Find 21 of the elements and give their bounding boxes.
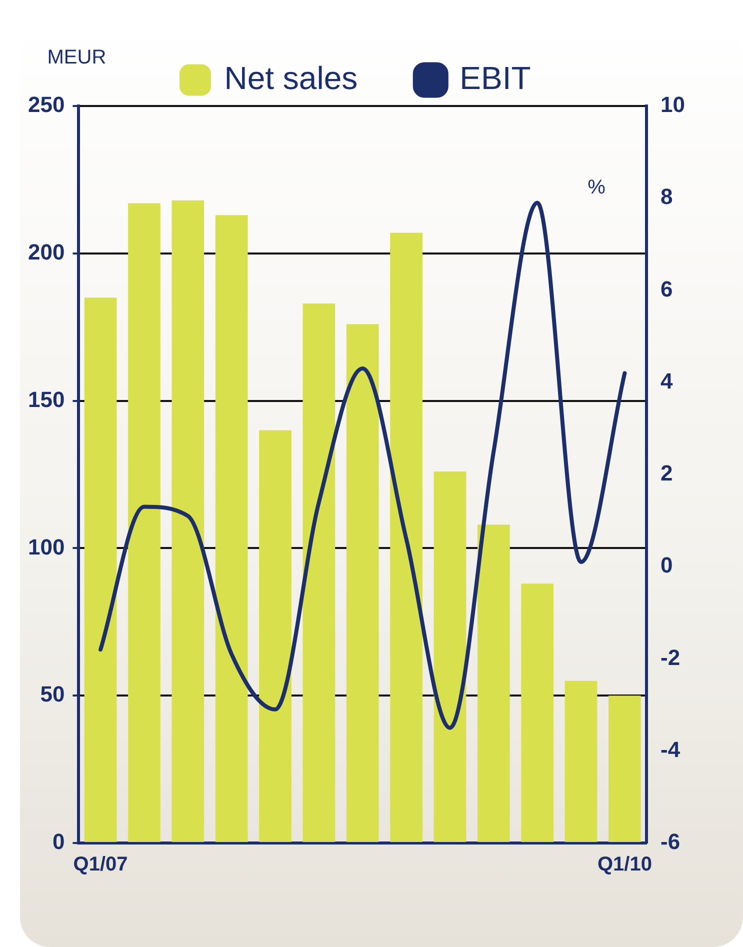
legend-label: EBIT [460, 60, 531, 96]
y-tick-label: 250 [28, 92, 65, 118]
y2-tick-label: 4 [660, 368, 674, 394]
y2-tick-label: 2 [660, 460, 673, 486]
y-axis-title: MEUR [47, 46, 106, 69]
y2-tick-label: -4 [660, 736, 681, 762]
y-tick-label: 200 [28, 239, 65, 264]
y2-axis-title: % [588, 176, 606, 199]
y2-tick-label: 8 [660, 184, 673, 210]
legend-label: Net sales [224, 60, 358, 96]
y2-tick-label: 0 [660, 552, 673, 578]
y2-tick-label: 6 [660, 276, 673, 302]
y2-tick-label: -6 [660, 829, 680, 854]
y2-tick-label: -2 [660, 644, 680, 670]
y-tick-label: 100 [28, 534, 65, 560]
x-tick-label: Q1/07 [73, 854, 128, 876]
y-tick-label: 150 [28, 386, 65, 412]
y-tick-label: 50 [40, 682, 65, 707]
y2-tick-label: 10 [660, 92, 686, 118]
y-tick-label: 0 [52, 829, 65, 854]
x-tick-label: Q1/10 [597, 854, 652, 876]
